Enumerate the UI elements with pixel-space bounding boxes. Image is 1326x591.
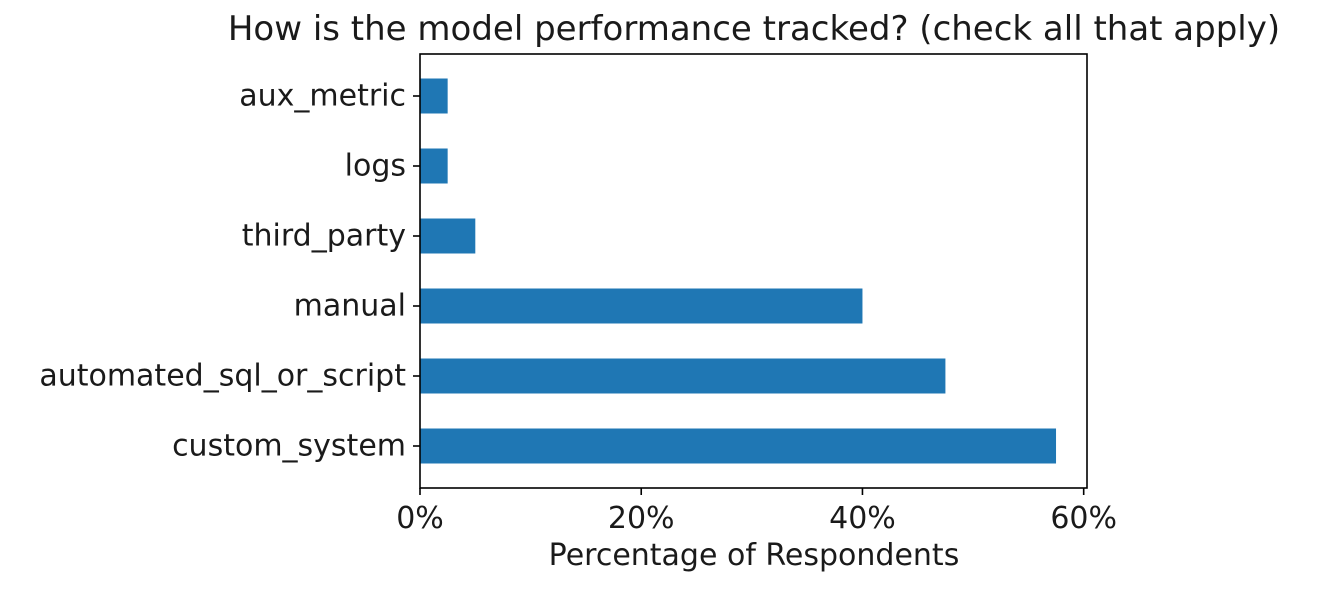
x-tick-label: 0% — [396, 501, 444, 536]
x-axis-label: Percentage of Respondents — [549, 538, 960, 573]
x-tick-label: 20% — [608, 501, 675, 536]
y-tick-label: automated_sql_or_script — [39, 359, 406, 394]
x-tick-label: 40% — [829, 501, 896, 536]
bar-aux_metric — [420, 78, 448, 114]
y-tick-label: custom_system — [172, 429, 406, 464]
y-tick-label: manual — [294, 289, 406, 324]
bar-automated_sql_or_script — [420, 358, 946, 394]
bars-group — [420, 78, 1057, 464]
bar-logs — [420, 148, 448, 184]
y-tick-labels: custom_system automated_sql_or_script manu… — [39, 79, 420, 464]
y-tick-label: aux_metric — [239, 79, 406, 114]
bar-manual — [420, 288, 863, 324]
bar-custom_system — [420, 428, 1057, 464]
bar-third_party — [420, 218, 476, 254]
y-tick-label: third_party — [242, 219, 406, 254]
y-tick-label: logs — [345, 149, 406, 184]
x-tick-label: 60% — [1050, 501, 1117, 536]
chart-title: How is the model performance tracked? (c… — [228, 9, 1280, 49]
axes-frame — [419, 53, 1088, 489]
x-ticks: 0% 20% 40% 60% — [396, 488, 1117, 536]
